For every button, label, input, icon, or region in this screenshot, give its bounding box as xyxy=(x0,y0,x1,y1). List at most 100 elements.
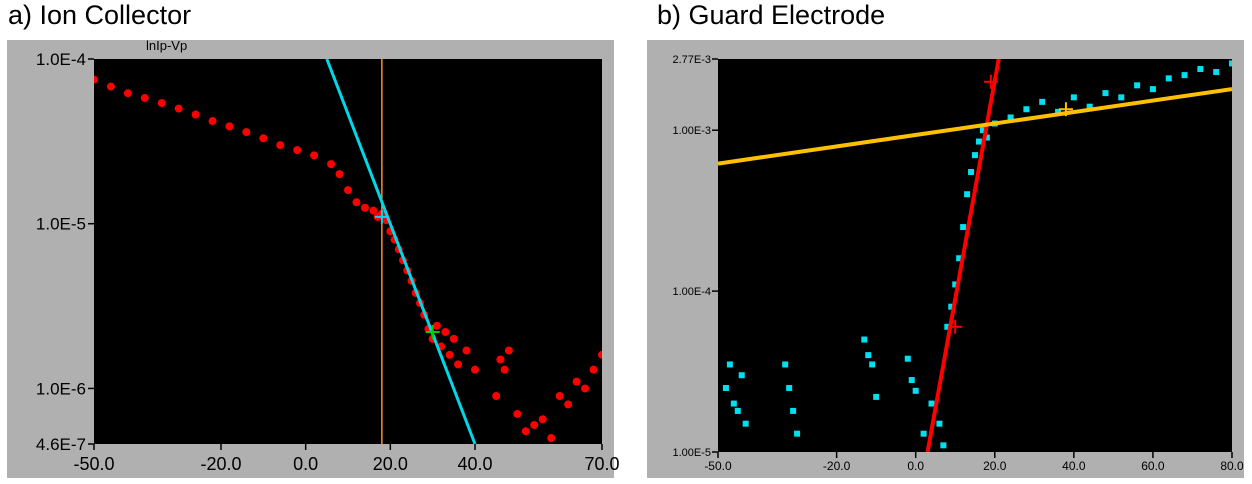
data-point xyxy=(968,168,975,175)
data-point xyxy=(782,361,789,368)
chart-annotation: lnIp-Vp xyxy=(146,38,187,53)
y-tick-label: 1.0E-4 xyxy=(36,50,86,69)
data-point xyxy=(730,400,737,407)
data-point xyxy=(259,134,268,143)
data-point xyxy=(1213,68,1220,75)
data-point xyxy=(572,377,581,386)
data-point xyxy=(335,170,344,179)
fit-line-1 xyxy=(325,59,477,444)
cross-marker xyxy=(983,74,998,89)
data-point xyxy=(1149,86,1156,93)
data-point xyxy=(140,93,149,102)
x-tick-label: -50.0 xyxy=(73,454,114,474)
x-tick-label: 40.0 xyxy=(457,454,492,474)
data-point xyxy=(352,198,361,207)
data-point xyxy=(861,336,868,343)
x-tick-label: 70.0 xyxy=(584,454,619,474)
data-point xyxy=(972,152,978,159)
data-point xyxy=(106,82,115,91)
x-tick-label: 20.0 xyxy=(983,459,1007,473)
data-point xyxy=(952,281,959,288)
x-tick-label: 40.0 xyxy=(1062,459,1086,473)
data-point xyxy=(738,372,745,379)
data-point xyxy=(513,409,522,418)
y-tick-label: 2.77E-3 xyxy=(672,54,711,66)
data-point xyxy=(873,393,880,400)
panel-a-title: a) Ion Collector xyxy=(8,0,192,30)
data-point xyxy=(979,127,986,134)
data-point xyxy=(208,117,217,126)
data-point xyxy=(555,391,564,400)
data-point xyxy=(500,365,509,374)
data-point xyxy=(530,420,539,429)
data-point xyxy=(983,134,990,141)
y-tick-label: 4.6E-7 xyxy=(36,435,86,454)
data-point xyxy=(441,328,450,337)
y-tick-label: 1.00E-5 xyxy=(672,447,711,459)
data-point xyxy=(869,361,876,368)
data-point xyxy=(123,89,132,98)
data-point xyxy=(975,138,982,145)
data-point xyxy=(589,365,598,374)
data-point xyxy=(344,186,352,195)
data-point xyxy=(794,430,801,437)
cross-marker xyxy=(374,209,389,224)
data-point xyxy=(865,352,872,359)
plot-content xyxy=(94,59,602,444)
data-point xyxy=(225,122,234,131)
data-point xyxy=(928,400,935,407)
x-tick-label: 80.0 xyxy=(1220,459,1244,473)
data-point xyxy=(940,442,947,449)
y-tick-label: 1.00E-3 xyxy=(672,125,711,137)
data-point xyxy=(360,203,369,212)
x-tick-label: 20.0 xyxy=(373,454,408,474)
data-point xyxy=(242,128,251,137)
data-point xyxy=(1023,106,1030,113)
data-point xyxy=(1070,94,1077,101)
data-point xyxy=(726,361,733,368)
plot-area xyxy=(718,59,1232,452)
data-point xyxy=(1181,72,1188,79)
data-point xyxy=(1102,90,1109,97)
data-point xyxy=(960,224,967,231)
data-point xyxy=(920,430,927,437)
data-point xyxy=(936,420,943,427)
data-point xyxy=(944,323,951,330)
y-tick-label: 1.00E-4 xyxy=(672,286,711,298)
data-point xyxy=(445,350,454,359)
data-point xyxy=(1007,114,1014,121)
data-point xyxy=(454,360,463,369)
data-point xyxy=(904,355,911,362)
data-point xyxy=(327,160,336,169)
x-tick-label: -20.0 xyxy=(200,454,241,474)
data-point xyxy=(369,206,378,215)
data-point xyxy=(948,303,955,310)
data-point xyxy=(432,321,441,330)
data-point xyxy=(293,146,302,155)
cross-marker xyxy=(425,325,440,340)
data-point xyxy=(504,346,513,355)
chart-panel-b: 2.77E-3 1.00E-3 1.00E-4 1.00E-5-50.0 -20.0 0.… xyxy=(647,40,1244,478)
data-point xyxy=(956,255,963,262)
data-point xyxy=(492,391,501,400)
data-point xyxy=(908,377,915,384)
data-point xyxy=(598,350,602,359)
data-point xyxy=(1086,103,1093,110)
data-point xyxy=(462,346,471,355)
data-point xyxy=(157,99,166,108)
data-point xyxy=(790,407,797,414)
data-point xyxy=(310,151,319,160)
data-point xyxy=(722,384,729,391)
x-tick-label: -50.0 xyxy=(704,459,732,473)
data-point xyxy=(174,104,183,113)
plot-area xyxy=(94,59,602,444)
data-point xyxy=(1165,75,1172,82)
data-point xyxy=(912,387,919,394)
data-point xyxy=(496,355,505,364)
cross-marker xyxy=(1058,102,1073,117)
x-tick-label: 60.0 xyxy=(1141,459,1165,473)
data-point xyxy=(786,384,793,391)
data-point xyxy=(564,400,573,409)
y-tick-label: 1.0E-6 xyxy=(36,379,86,398)
x-tick-label: 0.0 xyxy=(907,459,924,473)
